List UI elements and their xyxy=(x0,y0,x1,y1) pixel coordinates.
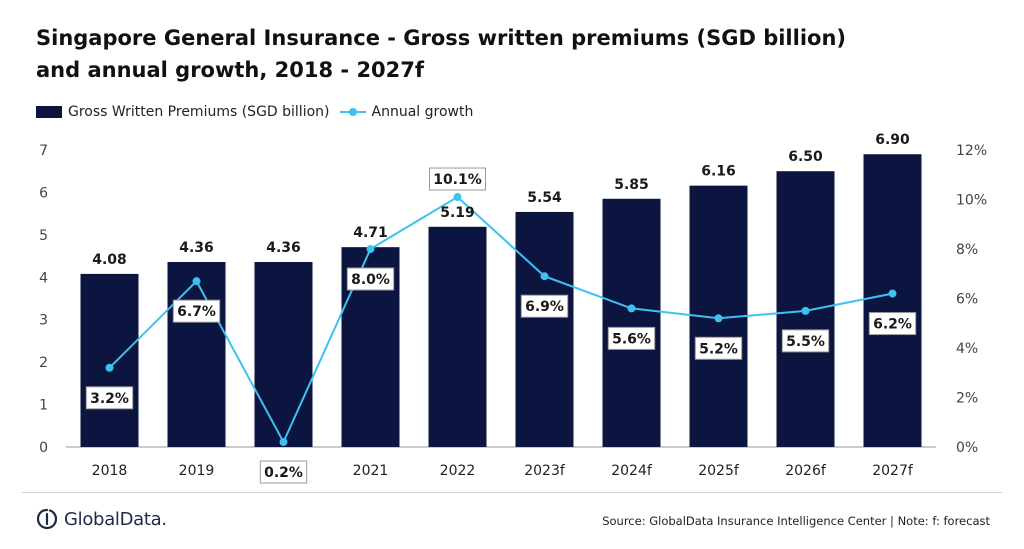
bar-value-label: 4.36 xyxy=(266,240,301,256)
x-tick-label: 2027f xyxy=(872,463,914,479)
y-right-tick-label: 4% xyxy=(956,341,978,357)
x-tick-label: 2021 xyxy=(353,463,389,479)
legend-line-label: Annual growth xyxy=(371,104,474,120)
bar-value-label: 4.71 xyxy=(353,225,388,241)
growth-point xyxy=(888,289,897,298)
y-left-tick-label: 7 xyxy=(39,143,48,159)
y-left-tick-label: 0 xyxy=(39,440,48,456)
source-note: Source: GlobalData Insurance Intelligenc… xyxy=(602,514,990,528)
growth-point xyxy=(627,304,636,313)
growth-label-box xyxy=(520,294,569,318)
chart-title-line-2: and annual growth, 2018 - 2027f xyxy=(36,58,425,82)
legend-line-marker xyxy=(339,106,366,118)
growth-label-box xyxy=(781,329,830,353)
legend-item-premiums: Gross Written Premiums (SGD billion) xyxy=(36,104,330,120)
bar-value-label: 6.90 xyxy=(875,132,910,148)
globaldata-logo-icon xyxy=(36,508,58,530)
growth-value-label: 6.9% xyxy=(525,299,564,315)
growth-point xyxy=(540,272,549,281)
x-tick-label: 2026f xyxy=(785,463,827,479)
growth-label-box xyxy=(429,167,486,191)
y-right-tick-label: 8% xyxy=(956,242,978,258)
chart-title: Singapore General Insurance - Gross writ… xyxy=(36,22,996,86)
y-left-tick-label: 4 xyxy=(39,270,48,286)
y-right-tick-label: 10% xyxy=(956,193,987,209)
y-right-tick-label: 2% xyxy=(956,391,978,407)
legend-item-growth: Annual growth xyxy=(339,104,474,120)
growth-point xyxy=(801,306,810,315)
growth-point xyxy=(714,314,723,323)
globaldata-logo: GlobalData. xyxy=(36,508,167,530)
growth-label-box xyxy=(259,460,308,484)
chart-legend: Gross Written Premiums (SGD billion) Ann… xyxy=(36,104,483,120)
x-tick-label: 2019 xyxy=(179,463,215,479)
y-right-tick-label: 6% xyxy=(956,292,978,308)
growth-value-label: 5.2% xyxy=(699,341,738,357)
x-tick-label: 2023f xyxy=(524,463,566,479)
growth-value-label: 8.0% xyxy=(351,272,390,288)
growth-value-label: 0.2% xyxy=(264,465,303,481)
growth-line xyxy=(108,195,893,445)
bar-premiums xyxy=(167,262,226,447)
growth-point xyxy=(366,245,375,253)
growth-value-label: 10.1% xyxy=(433,172,482,188)
bar-premiums xyxy=(428,226,487,447)
growth-label-box xyxy=(346,267,395,291)
bar-value-label: 6.16 xyxy=(701,164,736,180)
bar-value-label: 5.54 xyxy=(527,190,562,206)
bar-premiums xyxy=(602,198,661,447)
bar-premiums xyxy=(515,211,574,447)
growth-point xyxy=(279,438,288,447)
y-left-tick-label: 3 xyxy=(39,313,48,329)
growth-value-label: 5.6% xyxy=(612,331,651,347)
growth-point xyxy=(192,277,201,286)
growth-label-box xyxy=(85,386,134,410)
y-left-tick-label: 1 xyxy=(39,398,48,414)
growth-value-label: 6.7% xyxy=(177,304,216,320)
bar-value-label: 6.50 xyxy=(788,149,823,165)
growth-label-box xyxy=(172,299,221,323)
x-tick-label: 2018 xyxy=(92,463,128,479)
growth-value-label: 5.5% xyxy=(786,334,825,350)
growth-point xyxy=(105,363,114,372)
y-right-tick-label: 0% xyxy=(956,440,978,456)
growth-value-label: 6.2% xyxy=(873,317,912,333)
x-tick-label: 2024f xyxy=(611,463,653,479)
bar-value-label: 4.36 xyxy=(179,240,214,256)
y-left-tick-label: 5 xyxy=(39,228,48,244)
footer-divider xyxy=(22,492,1002,493)
bar-value-label: 4.08 xyxy=(92,252,127,268)
growth-label-box xyxy=(868,312,917,336)
bar-premiums xyxy=(80,273,139,447)
chart-title-line-1: Singapore General Insurance - Gross writ… xyxy=(36,26,846,50)
growth-point xyxy=(453,193,462,202)
legend-bar-label: Gross Written Premiums (SGD billion) xyxy=(68,104,330,120)
legend-bar-swatch xyxy=(36,106,62,118)
bar-value-label: 5.19 xyxy=(440,205,475,221)
logo-text: GlobalData. xyxy=(64,508,167,530)
bar-premiums xyxy=(254,262,313,447)
bar-value-label: 5.85 xyxy=(614,177,649,193)
y-left-tick-label: 6 xyxy=(39,185,48,201)
x-tick-label: 2022 xyxy=(440,463,476,479)
bar-premiums xyxy=(863,154,922,447)
x-tick-label: 2025f xyxy=(698,463,740,479)
growth-value-label: 3.2% xyxy=(90,391,129,407)
y-left-tick-label: 2 xyxy=(39,355,48,371)
y-right-tick-label: 12% xyxy=(956,143,987,159)
growth-label-box xyxy=(694,336,743,360)
growth-label-box xyxy=(607,326,656,350)
